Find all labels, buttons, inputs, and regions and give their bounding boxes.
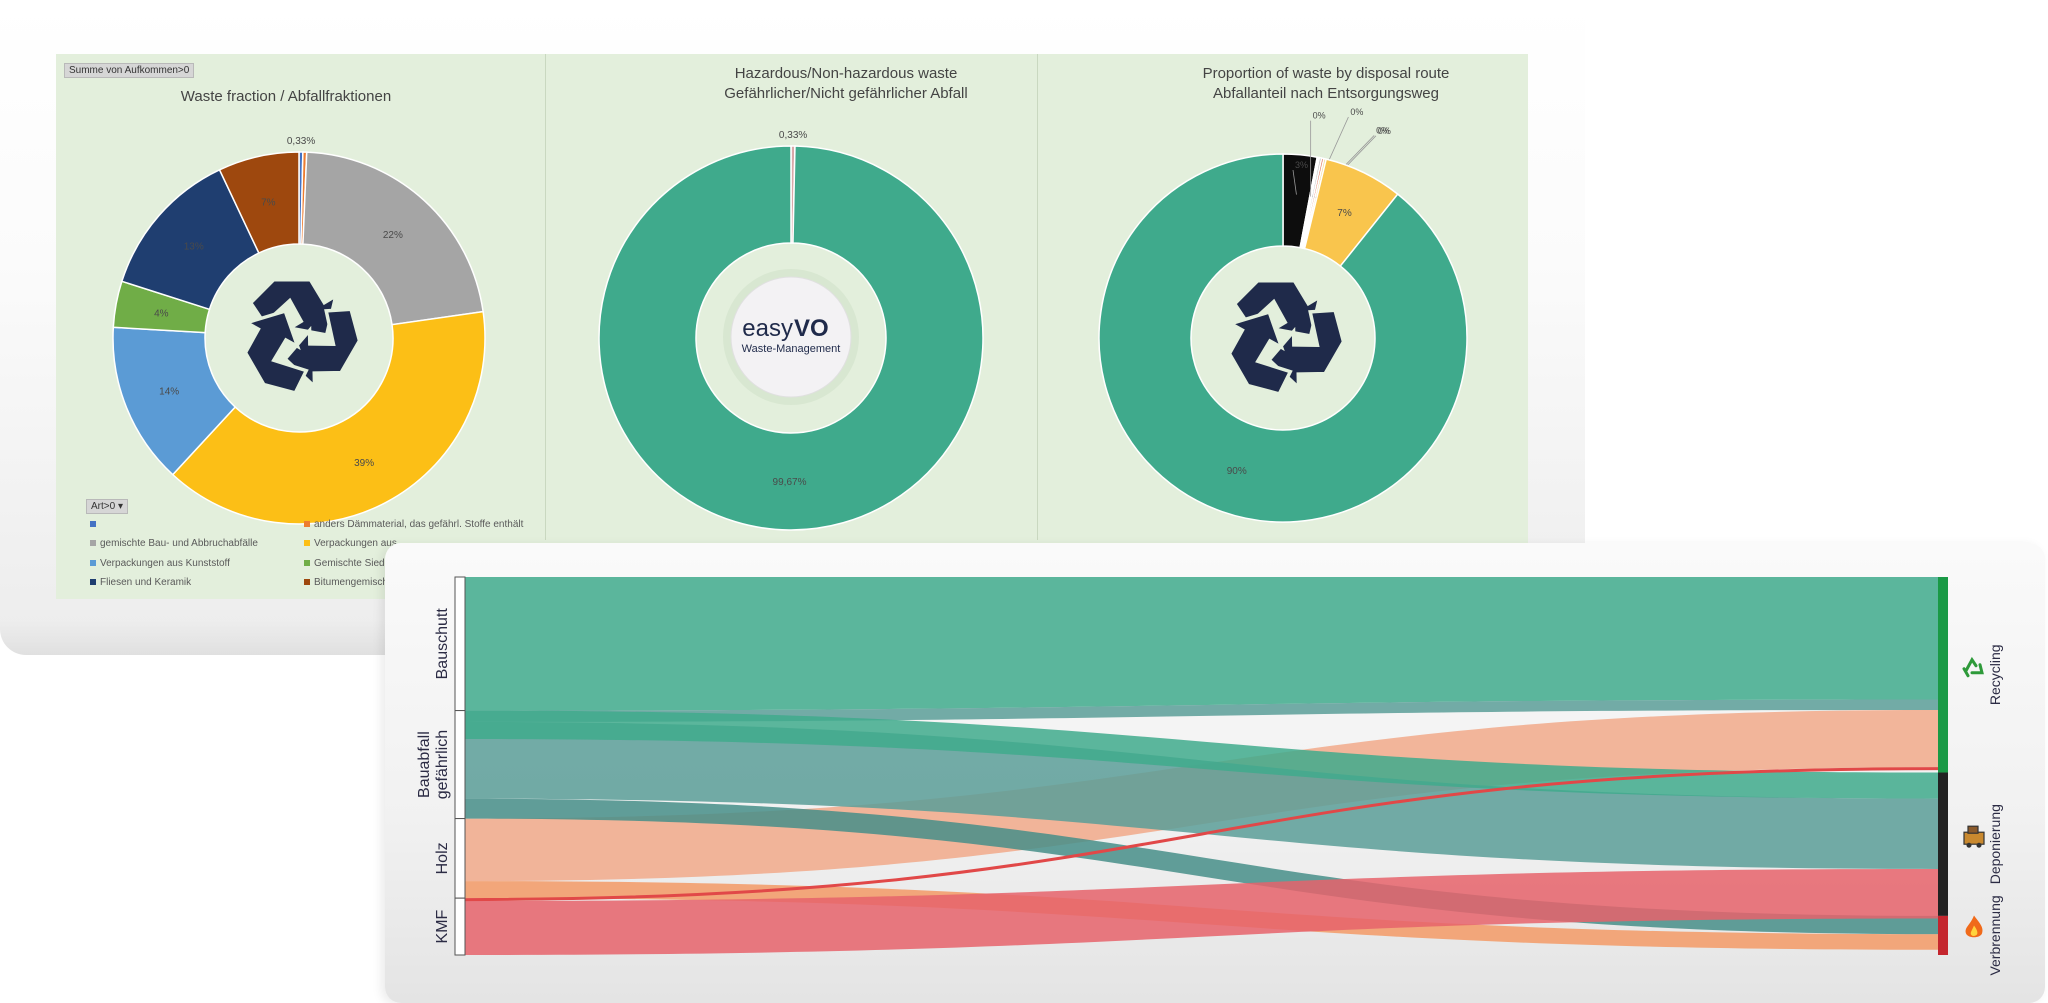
donut2-value-label: 7% [1337,208,1352,219]
legend-swatch [304,540,310,547]
sankey-source-label: Bauabfall gefährlich [416,730,451,799]
sankey-source-label-text: gefährlich [434,730,451,799]
chart-title-waste-fraction: Waste fraction / Abfallfraktionen [180,88,392,105]
sankey-target-label-text: Recycling [1987,644,2003,705]
panel-divider [545,54,546,540]
legend-label: gemischte Bau- und Abbruchabfälle [100,538,258,549]
sankey-target-label: Recycling [1987,644,2003,705]
legend-item: anders Dämmaterial, das gefährl. Stoffe … [304,519,523,530]
sankey-chart: Bauschutt Bauabfall gefährlich Holz KMF Recyc… [416,576,2003,976]
sankey-link[interactable] [465,798,1938,935]
sankey-link[interactable] [465,868,1938,955]
legend-item: Fliesen und Keramik [90,577,191,588]
legend-label: anders Dämmaterial, das gefährl. Stoffe … [314,519,524,530]
donut0-value-label: 4% [154,308,169,319]
sankey-target-label-text: Verbrennung [1987,895,2003,975]
sankey-source-label-text: Bauabfall [416,731,433,798]
sankey-target-node[interactable] [1938,577,1948,773]
landfill-icon [1963,825,1985,848]
recycle-icon [1226,279,1346,396]
legend-swatch [90,579,96,586]
legend-label: Verpackungen aus ... [314,538,408,549]
legend-label: Bitumengemische... [314,577,402,588]
donut0-value-label: 7% [261,197,276,208]
legend-item [90,519,100,530]
donut1-value-label: 0,33% [779,130,807,141]
logo-tagline: Waste-Management [742,343,841,355]
donut1-value-label: 99,67% [773,477,807,488]
sankey-source-label-text: KMF [434,909,451,943]
sankey-source-label: Bauschutt [434,608,451,680]
fire-icon [1965,915,1983,938]
sankey-target-node[interactable] [1938,772,1948,916]
donut2-value-label: 0% [1376,125,1389,135]
donut2-value-label: 0% [1313,111,1326,121]
chart-title-disposal: Proportion of waste by disposal route [1202,65,1450,82]
sankey-link[interactable] [465,699,1938,722]
sankey-source-node[interactable] [454,710,466,820]
sankey-source-label: Holz [434,842,451,874]
logo-brand-text: VO [794,315,829,342]
legend-label: Verpackungen aus Kunststoff [100,558,230,569]
chart-title-hazardous: Hazardous/Non-hazardous waste [734,65,958,82]
legend-label: Gemischte Sied... [314,558,393,569]
donut0-slice[interactable] [302,151,484,326]
donut0-value-label: 14% [159,386,179,397]
legend-swatch [90,560,96,567]
sankey-target-label: Deponierung [1987,804,2003,884]
donut0-value-label: 13% [184,242,204,253]
sankey-links [464,577,1939,955]
legend-item: Verpackungen aus Kunststoff [90,558,230,569]
legend-swatch [90,540,96,547]
donut2-slice[interactable] [1098,153,1468,523]
donut2-leader-line [1292,169,1297,195]
sankey-link[interactable] [465,577,1938,711]
donut0-value-label: 22% [383,230,403,241]
sankey-source-node[interactable] [454,576,466,712]
recycle-icon [242,278,362,395]
pivot-dashboard: Summe von Aufkommen>0 Waste fraction / A… [56,54,1528,599]
donut0-value-label: 0,33% [287,136,315,147]
panel-divider [1037,54,1038,540]
donut0-slice[interactable] [218,151,300,255]
donut-charts: 0,33% 22% 39% 14% 4% 13% 7% 0,33% 99,67% easy VOWa… [112,107,1468,531]
donut2-value-label: 3% [1295,160,1308,170]
sankey-source-label-text: Bauschutt [434,608,451,680]
legend-filter-button[interactable]: Art>0 ▾ [86,499,128,514]
legend-label: Fliesen und Keramik [100,577,192,588]
sankey-source-node[interactable] [454,818,466,899]
donut0-slice[interactable] [171,310,486,525]
sankey-target-label-text: Deponierung [1987,804,2003,884]
logo-brand-text: easy [742,315,793,342]
chart-subtitle-hazardous: Gefährlicher/Nicht gefährlicher Abfall [724,85,968,102]
sankey-link[interactable] [465,710,1938,799]
chart-subtitle-disposal: Abfallanteil nach Entsorgungsweg [1213,85,1439,102]
legend-item: Gemischte Sied... [304,558,393,569]
legend-item: gemischte Bau- und Abbruchabfälle [90,538,258,549]
sankey-link[interactable] [465,721,1938,869]
sankey-source-label: KMF [434,909,451,943]
donut0-value-label: 39% [354,458,374,469]
sankey-source-label-text: Holz [434,842,451,874]
donut1-slice[interactable] [598,145,984,531]
sankey-target-label: Verbrennung [1987,895,2003,975]
sankey-source-node[interactable] [454,897,466,956]
legend-swatch [304,521,310,528]
legend-swatch [90,521,96,528]
donut2-value-label: 0% [1378,126,1391,136]
legend-item: Bitumengemische... [304,577,402,588]
recycling-icon [1962,656,1984,678]
sankey-link[interactable] [464,767,1939,902]
sankey-target-node[interactable] [1938,915,1948,955]
legend-swatch [304,560,310,567]
legend-item: Verpackungen aus ... [304,538,408,549]
donut2-value-label: 0% [1350,107,1363,117]
pivot-filter-button[interactable]: Summe von Aufkommen>0 [64,63,195,78]
legend-swatch [304,579,310,586]
sankey-card: Bauschutt Bauabfall gefährlich Holz KMF Recyc… [385,543,2045,1003]
donut2-value-label: 90% [1227,466,1247,477]
